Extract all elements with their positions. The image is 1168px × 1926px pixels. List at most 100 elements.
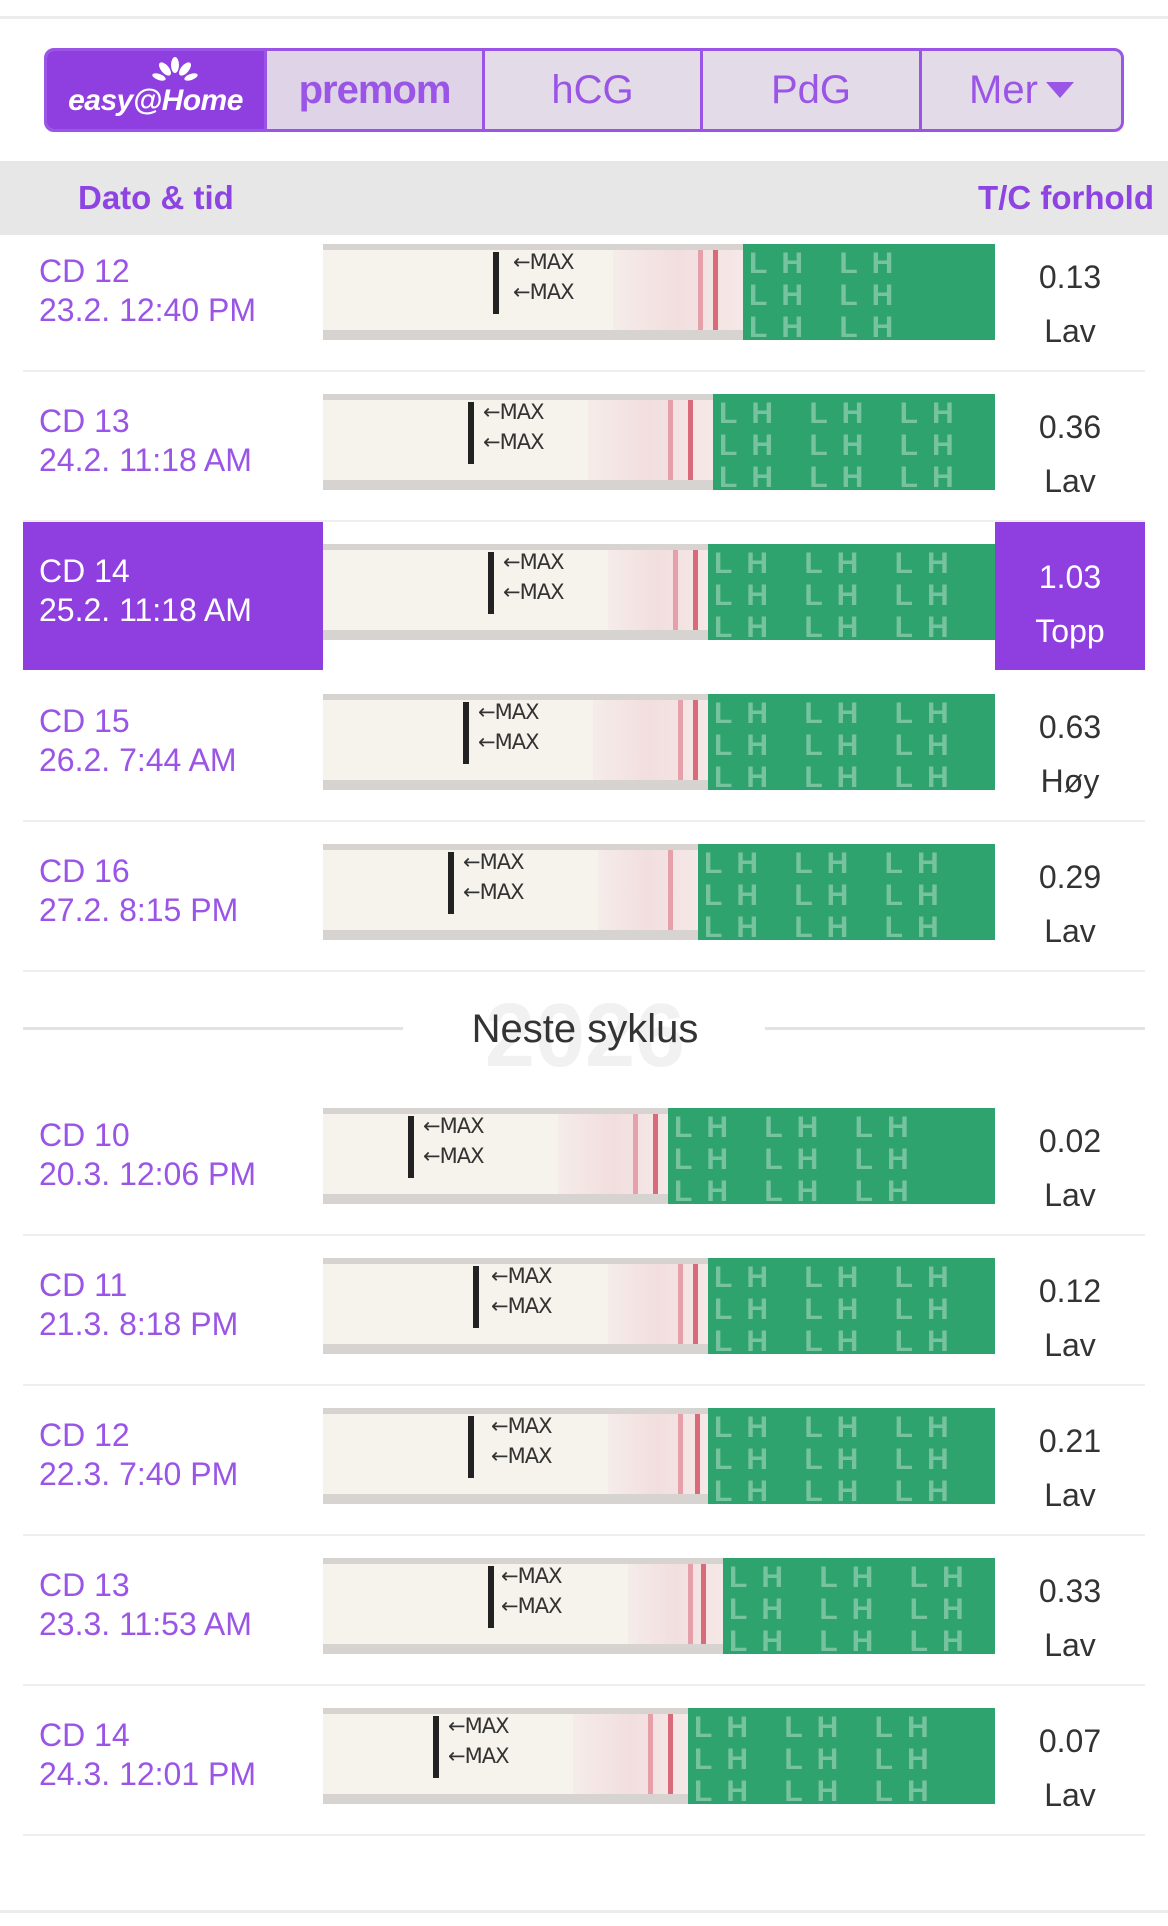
tc-ratio-cell: 0.21 Lav bbox=[995, 1386, 1145, 1534]
row-separator bbox=[23, 1834, 1145, 1836]
result-window bbox=[558, 1114, 668, 1194]
row-date-cell: CD 12 23.2. 12:40 PM bbox=[23, 222, 323, 370]
result-window bbox=[628, 1564, 723, 1644]
test-type-tabbar: easy@Home premom hCG PdG Mer bbox=[44, 48, 1124, 132]
cycle-day-label: CD 16 bbox=[39, 853, 130, 889]
test-row[interactable]: CD 12 22.3. 7:40 PM ←MAX ←MAX LH LH LH LH LH… bbox=[0, 1386, 1168, 1536]
test-row[interactable]: CD 14 24.3. 12:01 PM ←MAX ←MAX LH LH LH LH L… bbox=[0, 1686, 1168, 1836]
max-mark-top: ←MAX bbox=[513, 250, 574, 274]
lh-level-label: Lav bbox=[1044, 1477, 1096, 1513]
divider-line-left bbox=[23, 1027, 403, 1030]
tab-hcg-label: hCG bbox=[551, 67, 634, 112]
cycle-day-label: CD 12 bbox=[39, 1417, 130, 1453]
datetime-label: 21.3. 8:18 PM bbox=[39, 1306, 239, 1342]
tc-ratio-cell: 0.29 Lav bbox=[995, 822, 1145, 970]
ratio-column-header: T/C forhold bbox=[978, 179, 1154, 216]
tab-pdg[interactable]: PdG bbox=[700, 51, 919, 129]
row-date-cell: CD 10 20.3. 12:06 PM bbox=[23, 1086, 323, 1234]
control-line bbox=[633, 1114, 638, 1194]
caret-down-icon bbox=[1045, 82, 1074, 98]
lh-test-strip-image[interactable]: ←MAX ←MAX LH LH LH LH LH LH LH LH LH LH LH… bbox=[323, 694, 995, 790]
bottom-divider bbox=[0, 1910, 1168, 1913]
tc-ratio-value: 0.02 bbox=[1038, 1123, 1102, 1159]
max-mark-bottom: ←MAX bbox=[491, 1444, 552, 1468]
control-line bbox=[668, 850, 673, 930]
lh-level-label: Lav bbox=[1044, 1777, 1096, 1813]
lh-level-label: Høy bbox=[1040, 763, 1100, 799]
tab-hcg[interactable]: hCG bbox=[482, 51, 700, 129]
test-row[interactable]: CD 16 27.2. 8:15 PM ←MAX ←MAX LH LH LH LH LH… bbox=[0, 822, 1168, 972]
max-mark-top: ←MAX bbox=[491, 1264, 552, 1288]
test-line bbox=[653, 1114, 658, 1194]
tc-ratio-cell: 0.12 Lav bbox=[995, 1236, 1145, 1384]
lh-level-label: Topp bbox=[1035, 613, 1105, 649]
test-row[interactable]: CD 10 20.3. 12:06 PM ←MAX ←MAX LH LH LH LH L… bbox=[0, 1086, 1168, 1236]
tc-ratio-value: 0.21 bbox=[1038, 1423, 1102, 1459]
lh-test-strip-image[interactable]: ←MAX ←MAX LH LH LH LH LH LH LH LH LH LH LH… bbox=[323, 1558, 995, 1654]
lh-level-label: Lav bbox=[1044, 1327, 1096, 1363]
tc-ratio-value: 0.29 bbox=[1038, 859, 1102, 895]
lh-green-handle: LH LH LH LH LH LH LH LH LH LH LH LH LH L… bbox=[708, 694, 995, 790]
lh-test-strip-image[interactable]: ←MAX ←MAX LH LH LH LH LH LH LH LH LH LH LH… bbox=[323, 1258, 995, 1354]
strip-marker-line bbox=[473, 1266, 479, 1328]
max-mark-top: ←MAX bbox=[491, 1414, 552, 1438]
tab-premom[interactable]: premom bbox=[264, 51, 482, 129]
datetime-label: 23.2. 12:40 PM bbox=[39, 292, 257, 328]
lh-test-strip-image[interactable]: ←MAX ←MAX LH LH LH LH LH LH LH LH LH LH LH… bbox=[323, 844, 995, 940]
control-line bbox=[678, 1414, 683, 1494]
max-mark-bottom: ←MAX bbox=[491, 1294, 552, 1318]
test-row[interactable]: CD 15 26.2. 7:44 AM ←MAX ←MAX LH LH LH LH LH… bbox=[0, 672, 1168, 822]
date-column-header: Dato & tid bbox=[78, 179, 234, 216]
test-line bbox=[688, 400, 693, 480]
test-line bbox=[713, 250, 718, 330]
lh-test-strip-image[interactable]: ←MAX ←MAX LH LH LH LH LH LH LH LH LH LH LH… bbox=[323, 1708, 995, 1804]
datetime-label: 27.2. 8:15 PM bbox=[39, 892, 239, 928]
tc-ratio-value: 0.63 bbox=[1038, 709, 1102, 745]
datetime-label: 24.3. 12:01 PM bbox=[39, 1756, 257, 1792]
tc-ratio-value: 0.36 bbox=[1038, 409, 1102, 445]
next-cycle-label: Neste syklus bbox=[471, 1007, 699, 1051]
control-line bbox=[648, 1714, 653, 1794]
cycle-day-label: CD 13 bbox=[39, 1567, 130, 1603]
tc-ratio-cell: 0.13 Lav bbox=[995, 222, 1145, 370]
max-mark-top: ←MAX bbox=[463, 850, 524, 874]
lh-level-label: Lav bbox=[1044, 1627, 1096, 1663]
lh-test-strip-image[interactable]: ←MAX ←MAX LH LH LH LH LH LH LH LH LH LH LH… bbox=[323, 394, 995, 490]
lh-test-strip-image[interactable]: ←MAX ←MAX LH LH LH LH LH LH LH LH LH LH LH… bbox=[323, 244, 995, 340]
lh-green-handle: LH LH LH LH LH LH LH LH LH LH LH LH LH L… bbox=[713, 394, 995, 490]
tc-ratio-value: 0.13 bbox=[1038, 259, 1102, 295]
test-row[interactable]: CD 12 23.2. 12:40 PM ←MAX ←MAX LH LH LH LH L… bbox=[0, 222, 1168, 372]
test-row[interactable]: CD 13 24.2. 11:18 AM ←MAX ←MAX LH LH LH LH L… bbox=[0, 372, 1168, 522]
datetime-label: 20.3. 12:06 PM bbox=[39, 1156, 257, 1192]
test-line bbox=[693, 700, 698, 780]
max-mark-bottom: ←MAX bbox=[478, 730, 539, 754]
test-line bbox=[701, 1564, 706, 1644]
max-mark-top: ←MAX bbox=[448, 1714, 509, 1738]
test-row[interactable]: CD 11 21.3. 8:18 PM ←MAX ←MAX LH LH LH LH LH… bbox=[0, 1236, 1168, 1386]
row-separator bbox=[23, 820, 1145, 822]
test-row[interactable]: CD 14 25.2. 11:18 AM ←MAX ←MAX LH LH LH LH L… bbox=[0, 522, 1168, 672]
strip-marker-line bbox=[488, 1566, 494, 1628]
lh-green-handle: LH LH LH LH LH LH LH LH LH LH LH LH LH L… bbox=[688, 1708, 995, 1804]
strip-marker-line bbox=[408, 1116, 414, 1178]
lh-test-strip-image[interactable]: ←MAX ←MAX LH LH LH LH LH LH LH LH LH LH LH… bbox=[323, 1108, 995, 1204]
test-row[interactable]: CD 13 23.3. 11:53 AM ←MAX ←MAX LH LH LH LH L… bbox=[0, 1536, 1168, 1686]
max-mark-top: ←MAX bbox=[483, 400, 544, 424]
tab-easy-home[interactable]: easy@Home bbox=[47, 51, 264, 129]
max-mark-bottom: ←MAX bbox=[501, 1594, 562, 1618]
cycle-day-label: CD 14 bbox=[39, 1717, 130, 1753]
tab-pdg-label: PdG bbox=[770, 67, 852, 112]
lh-test-strip-image[interactable]: ←MAX ←MAX LH LH LH LH LH LH LH LH LH LH LH… bbox=[323, 544, 995, 640]
top-divider bbox=[0, 16, 1168, 19]
tab-more-dropdown[interactable]: Mer bbox=[919, 51, 1121, 129]
result-window bbox=[608, 1264, 708, 1344]
lh-test-strip-image[interactable]: ←MAX ←MAX LH LH LH LH LH LH LH LH LH LH LH… bbox=[323, 1408, 995, 1504]
result-window bbox=[608, 1414, 708, 1494]
row-separator bbox=[23, 970, 1145, 972]
lh-level-label: Lav bbox=[1044, 313, 1096, 349]
column-header: Dato & tid T/C forhold bbox=[0, 161, 1168, 235]
cycle-divider: 2026 Neste syklus bbox=[0, 975, 1168, 1086]
strip-marker-line bbox=[468, 1416, 474, 1478]
result-window bbox=[588, 400, 713, 480]
tc-ratio-cell: 0.02 Lav bbox=[995, 1086, 1145, 1234]
